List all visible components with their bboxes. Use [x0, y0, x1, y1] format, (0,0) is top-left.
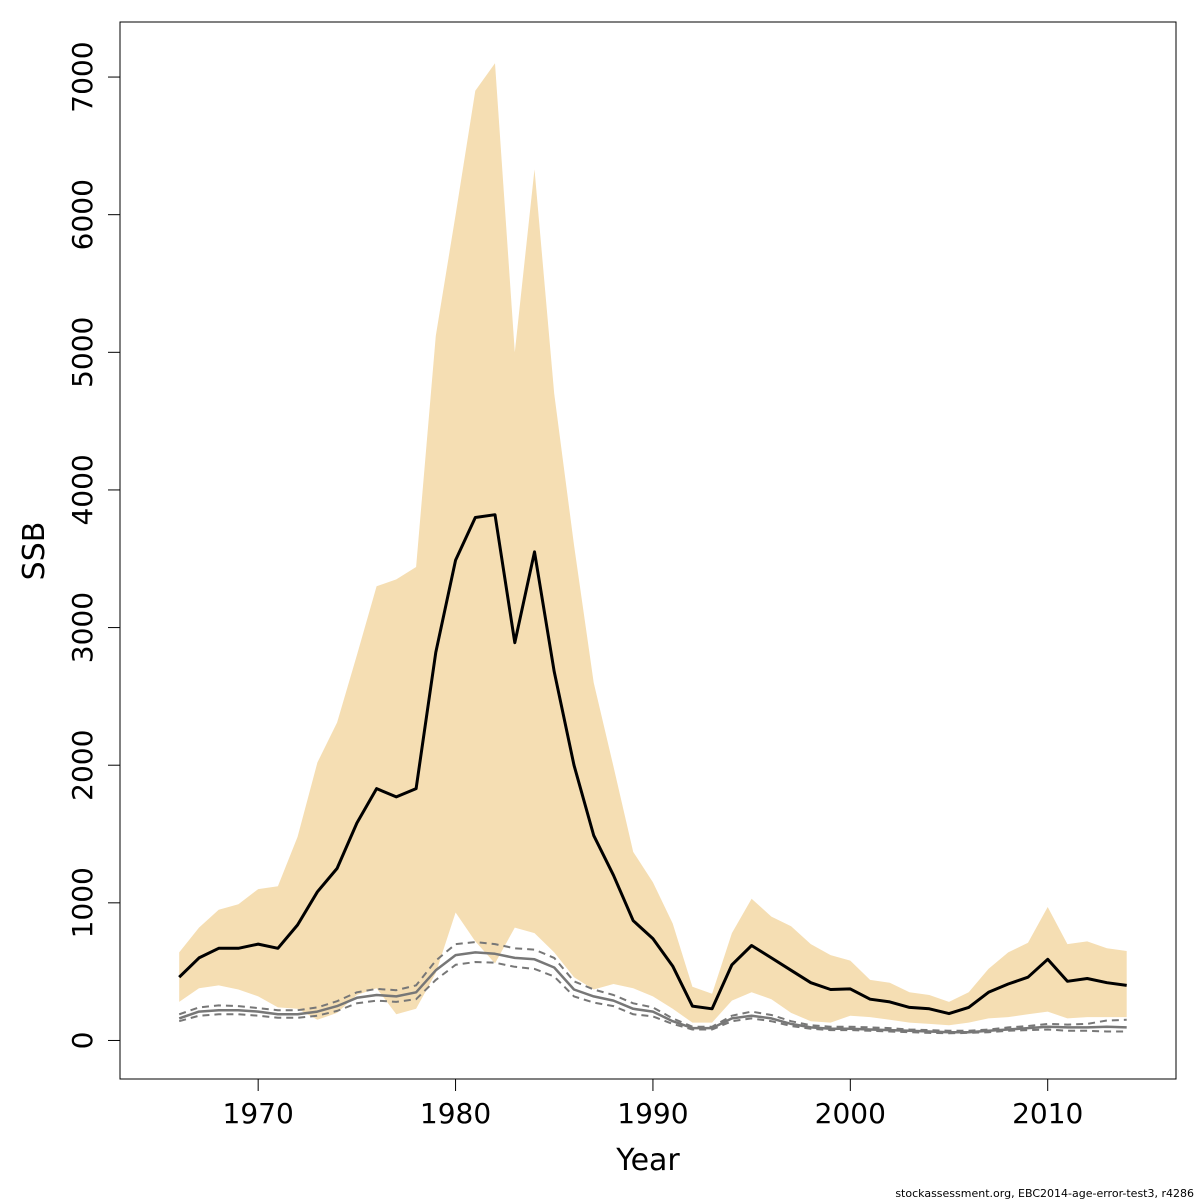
y-tick-label: 6000	[66, 179, 99, 250]
y-tick-label: 4000	[66, 454, 99, 525]
x-tick-label: 1980	[420, 1097, 491, 1130]
series-line-layer	[178, 513, 1127, 1035]
y-axis-title: SSB	[17, 522, 52, 581]
x-axis: 1970 1980 1990 2000 2010	[223, 1078, 1083, 1130]
y-tick-label: 0	[66, 1032, 99, 1050]
comparison-lower-line	[178, 961, 1127, 1035]
comparison-line	[178, 951, 1127, 1034]
x-tick-label: 2000	[815, 1097, 886, 1130]
comparison-upper-line	[178, 941, 1127, 1032]
y-tick-label: 2000	[66, 730, 99, 801]
ssb-estimate-line	[178, 513, 1127, 1016]
y-axis: 0 1000 2000 3000 4000 5000 6000 7000	[66, 41, 121, 1050]
footnote: stockassessment.org, EBC2014-age-error-t…	[895, 1187, 1194, 1200]
x-axis-title: Year	[615, 1143, 680, 1178]
x-tick-label: 2010	[1012, 1097, 1083, 1130]
ssb-confidence-band	[179, 63, 1127, 1026]
x-tick-label: 1990	[617, 1097, 688, 1130]
y-tick-label: 5000	[66, 317, 99, 388]
y-tick-label: 7000	[66, 41, 99, 112]
x-tick-label: 1970	[223, 1097, 294, 1130]
confidence-band-layer	[179, 63, 1127, 1026]
y-tick-label: 1000	[66, 867, 99, 938]
y-tick-label: 3000	[66, 592, 99, 663]
